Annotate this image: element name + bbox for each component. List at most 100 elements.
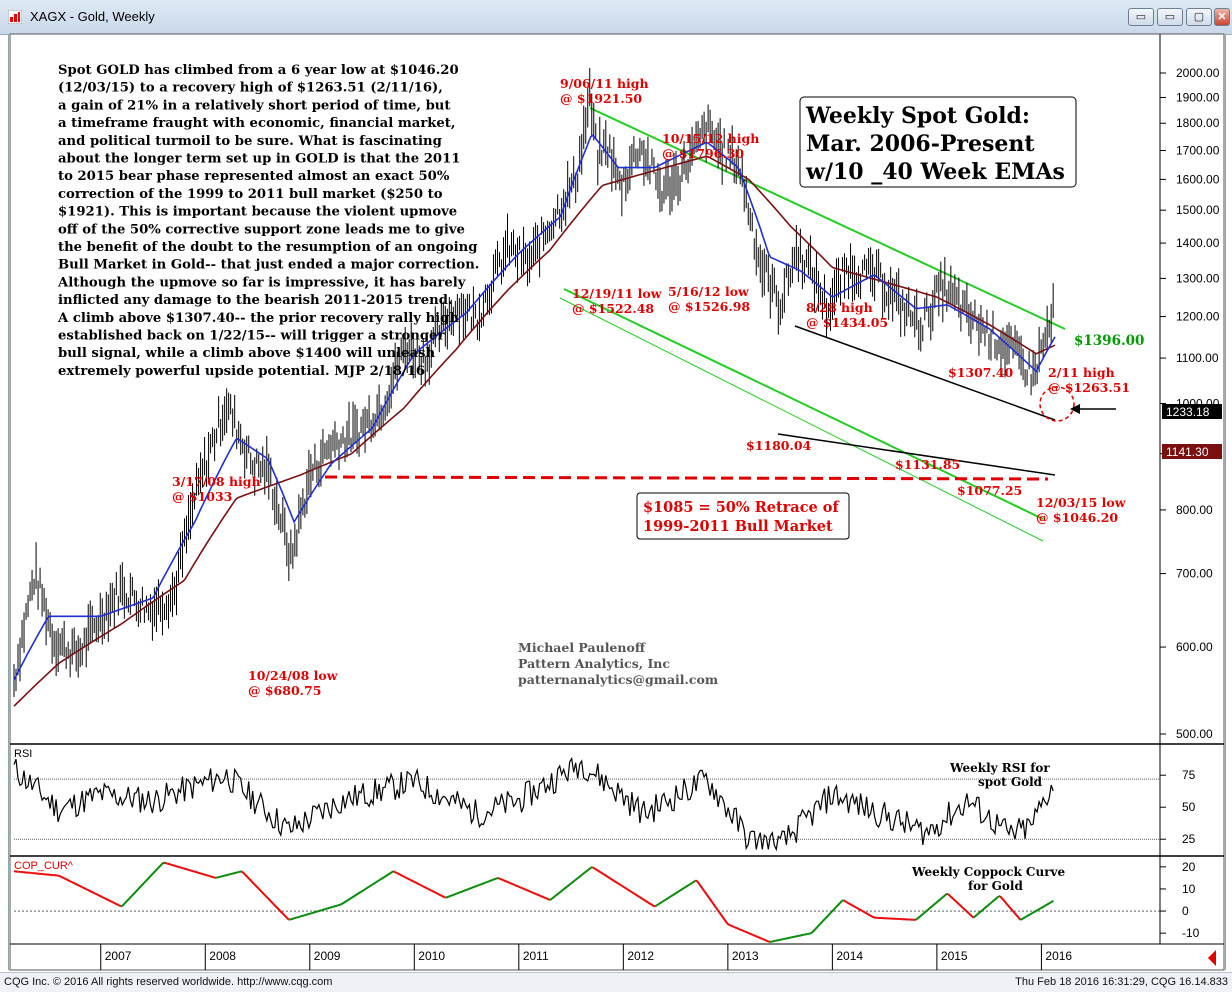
coppock-segment xyxy=(729,925,731,926)
coppock-segment xyxy=(108,900,110,901)
coppock-segment xyxy=(552,898,554,899)
annotation-label: 3/17/08 high@ $1033 xyxy=(172,474,261,504)
coppock-segment xyxy=(132,894,134,896)
coppock-segment xyxy=(360,891,362,892)
coppock-segment xyxy=(707,895,709,897)
coppock-segment xyxy=(346,900,348,901)
coppock-segment xyxy=(992,900,994,901)
commentary-line: the benefit of the doubt to the resumpti… xyxy=(58,240,478,255)
coppock-segment xyxy=(948,894,950,895)
coppock-segment xyxy=(97,895,99,896)
coppock-segment xyxy=(676,892,678,893)
price-tick-label: 1700.00 xyxy=(1176,143,1220,157)
coppock-segment xyxy=(1017,916,1019,918)
coppock-segment xyxy=(99,895,101,896)
coppock-segment xyxy=(517,886,519,887)
coppock-segment xyxy=(933,904,935,905)
coppock-segment xyxy=(157,868,159,870)
coppock-segment xyxy=(1028,914,1030,915)
price-axis: 2000.001900.001800.001700.001600.001500.… xyxy=(1160,66,1220,741)
coppock-segment xyxy=(823,919,825,921)
coppock-segment xyxy=(727,924,729,925)
coppock-segment xyxy=(345,901,347,902)
coppock-segment xyxy=(945,894,947,895)
coppock-segment xyxy=(651,904,653,905)
coppock-segment xyxy=(593,867,595,868)
retrace-line-1: $1085 = 50% Retrace of xyxy=(643,499,840,516)
coppock-segment xyxy=(343,902,345,903)
coppock-segment xyxy=(284,914,286,916)
coppock-segment xyxy=(412,881,414,882)
coppock-segment xyxy=(263,893,265,895)
commentary-line: $1921). This is important because the vi… xyxy=(58,205,457,220)
coppock-segment xyxy=(862,911,864,912)
coppock-tick-label: 20 xyxy=(1182,860,1196,874)
coppock-segment xyxy=(582,874,584,875)
coppock-segment xyxy=(632,892,634,893)
coppock-segment xyxy=(251,880,253,882)
coppock-segment xyxy=(117,905,119,906)
copyright-text: CQG Inc. © 2016 All rights reserved worl… xyxy=(4,976,332,988)
coppock-segment xyxy=(571,883,573,884)
coppock-segment xyxy=(964,909,966,910)
year-tick-label: 2011 xyxy=(523,949,549,963)
coppock-segment xyxy=(941,898,943,899)
annotation-line: @ $1263.51 xyxy=(1048,380,1130,395)
coppock-segment xyxy=(952,897,954,898)
coppock-segment xyxy=(395,872,397,873)
coppock-segment xyxy=(857,908,859,909)
coppock-segment xyxy=(75,884,77,885)
coppock-segment xyxy=(1050,902,1052,903)
coppock-segment xyxy=(649,903,651,904)
annotation-line: 2/11 high xyxy=(1048,365,1115,380)
coppock-segment xyxy=(997,896,999,897)
coppock-segment xyxy=(619,884,621,885)
coppock-segment xyxy=(955,900,957,901)
annotation-line: @ $1434.05 xyxy=(806,315,888,330)
annotation-label: $1180.04 xyxy=(746,438,812,453)
coppock-segment xyxy=(241,871,243,872)
scroll-left-arrow-icon[interactable] xyxy=(1208,950,1216,966)
coppock-segment xyxy=(384,876,386,877)
coppock-segment xyxy=(767,941,769,942)
coppock-segment xyxy=(78,885,80,886)
coppock-segment xyxy=(270,900,272,902)
coppock-segment xyxy=(244,874,246,876)
coppock-tick-label: 10 xyxy=(1182,882,1196,896)
coppock-segment xyxy=(138,888,140,890)
coppock-segment xyxy=(840,901,842,903)
coppock-segment xyxy=(375,882,377,883)
coppock-segment xyxy=(953,899,955,900)
coppock-segment xyxy=(563,889,565,890)
coppock-segment xyxy=(981,910,983,911)
coppock-segment xyxy=(252,882,254,884)
coppock-segment xyxy=(709,897,711,899)
coppock-segment xyxy=(594,868,596,869)
coppock-segment xyxy=(536,894,538,895)
coppock-segment xyxy=(481,884,483,885)
coppock-segment xyxy=(425,887,427,888)
coppock-tick-label: -10 xyxy=(1182,926,1200,940)
coppock-segment xyxy=(80,886,82,887)
coppock-segment xyxy=(409,879,411,880)
coppock-segment xyxy=(1030,914,1032,915)
coppock-segment xyxy=(737,928,739,929)
coppock-segment xyxy=(555,895,557,896)
title-line-1: Weekly Spot Gold: xyxy=(805,103,1030,129)
coppock-segment xyxy=(746,932,748,933)
coppock-segment xyxy=(1046,905,1048,906)
coppock-segment xyxy=(674,893,676,894)
annotation-label: $1077.25 xyxy=(957,483,1022,498)
coppock-segment xyxy=(418,884,420,885)
coppock-segment xyxy=(749,933,751,934)
coppock-segment xyxy=(114,903,116,904)
coppock-segment xyxy=(872,916,874,917)
price-tick-label: 1800.00 xyxy=(1176,116,1220,130)
coppock-segment xyxy=(450,896,452,897)
coppock-segment xyxy=(583,873,585,874)
annotation-line: 12/19/11 low xyxy=(572,286,663,301)
coppock-segment xyxy=(966,910,968,911)
coppock-segment xyxy=(814,929,816,931)
